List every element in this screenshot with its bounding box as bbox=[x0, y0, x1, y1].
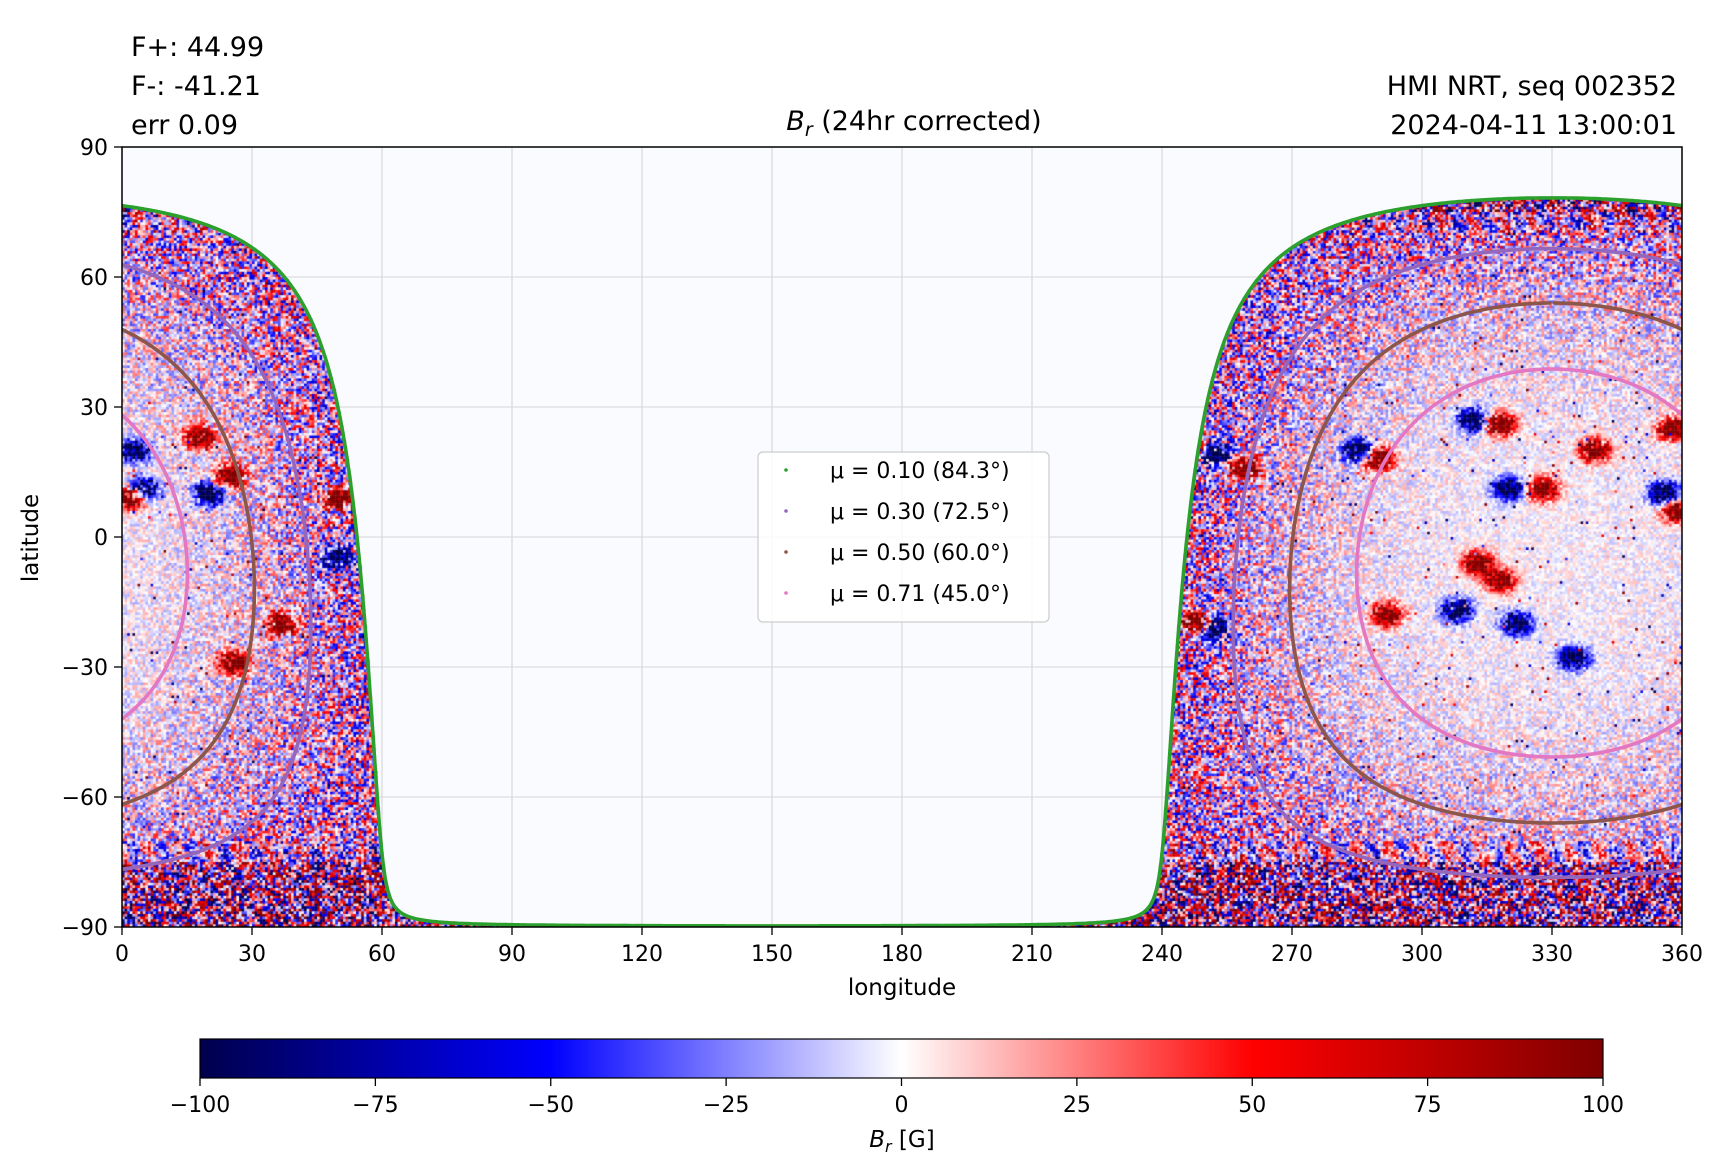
x-tick-label: 120 bbox=[621, 942, 663, 967]
legend-entry-label: μ = 0.30 (72.5°) bbox=[830, 500, 1010, 525]
y-tick-label: 0 bbox=[94, 526, 108, 551]
y-tick-label: 30 bbox=[80, 396, 108, 421]
flux-minus: F-: -41.21 bbox=[131, 71, 261, 102]
colorbar-label-unit: [G] bbox=[892, 1127, 935, 1152]
legend-marker bbox=[784, 550, 788, 554]
x-tick-label: 240 bbox=[1141, 942, 1183, 967]
y-tick-label: 90 bbox=[80, 136, 108, 161]
x-tick-label: 90 bbox=[498, 942, 526, 967]
colorbar-tick-label: −100 bbox=[170, 1093, 230, 1118]
y-tick-label: −30 bbox=[62, 656, 108, 681]
y-axis-label: latitude bbox=[18, 494, 44, 582]
x-tick-label: 300 bbox=[1401, 942, 1443, 967]
colorbar-tick-label: −50 bbox=[528, 1093, 574, 1118]
y-axis: −90 −60 −30 0 30 60 90 bbox=[62, 136, 122, 941]
colorbar-tick-label: 100 bbox=[1582, 1093, 1624, 1118]
colorbar-label: Br [G] bbox=[869, 1127, 934, 1152]
x-tick-label: 330 bbox=[1531, 942, 1573, 967]
mu-contours bbox=[122, 196, 1682, 927]
colorbar-label-symbol: B bbox=[869, 1127, 885, 1152]
x-axis-label: longitude bbox=[848, 975, 956, 1001]
title-subscript: r bbox=[805, 119, 814, 141]
mu-contour-0.10 bbox=[122, 196, 1682, 927]
title-rest: (24hr corrected) bbox=[813, 106, 1042, 137]
y-tick-label: −60 bbox=[62, 786, 108, 811]
legend: μ = 0.10 (84.3°) μ = 0.30 (72.5°) μ = 0.50… bbox=[757, 451, 1050, 623]
title-symbol: B bbox=[786, 106, 805, 137]
x-tick-label: 180 bbox=[881, 942, 923, 967]
colorbar-tick-label: 25 bbox=[1063, 1093, 1091, 1118]
x-tick-label: 30 bbox=[238, 942, 266, 967]
colorbar-gradient bbox=[199, 1038, 1604, 1079]
flux-summary: F+: 44.99 F-: -41.21 err 0.09 bbox=[131, 28, 264, 145]
chart-title: Br (24hr corrected) bbox=[786, 106, 1041, 141]
mu-contour-0.30 bbox=[122, 246, 1682, 880]
colorbar-ticks: −100 −75 −50 −25 0 25 50 75 100 bbox=[170, 1078, 1624, 1118]
colorbar-label-subscript: r bbox=[885, 1137, 893, 1152]
colorbar-tick-label: −25 bbox=[703, 1093, 749, 1118]
observation-info: HMI NRT, seq 002352 2024-04-11 13:00:01 bbox=[1387, 67, 1677, 145]
legend-marker bbox=[784, 468, 788, 472]
legend-entry-label: μ = 0.71 (45.0°) bbox=[830, 582, 1010, 607]
y-tick-label: −90 bbox=[62, 916, 108, 941]
x-tick-label: 0 bbox=[115, 942, 129, 967]
colorbar-tick-label: 75 bbox=[1414, 1093, 1442, 1118]
colorbar: −100 −75 −50 −25 0 25 50 75 100 Br [G] bbox=[170, 1038, 1624, 1152]
legend-box bbox=[757, 451, 1050, 623]
colorbar-tick-label: 50 bbox=[1238, 1093, 1266, 1118]
legend-marker bbox=[784, 509, 788, 513]
x-tick-label: 60 bbox=[368, 942, 396, 967]
x-tick-label: 360 bbox=[1661, 942, 1703, 967]
legend-entry-label: μ = 0.10 (84.3°) bbox=[830, 459, 1010, 484]
x-tick-label: 270 bbox=[1271, 942, 1313, 967]
y-tick-label: 60 bbox=[80, 266, 108, 291]
colorbar-tick-label: 0 bbox=[895, 1093, 909, 1118]
observation-timestamp: 2024-04-11 13:00:01 bbox=[1390, 110, 1677, 141]
x-tick-label: 150 bbox=[751, 942, 793, 967]
x-tick-label: 210 bbox=[1011, 942, 1053, 967]
legend-entry-label: μ = 0.50 (60.0°) bbox=[830, 541, 1010, 566]
flux-plus: F+: 44.99 bbox=[131, 32, 265, 63]
mu-contour-0.50 bbox=[122, 301, 1682, 825]
data-source: HMI NRT, seq 002352 bbox=[1386, 71, 1677, 102]
legend-marker bbox=[784, 591, 788, 595]
flux-error: err 0.09 bbox=[131, 110, 239, 141]
colorbar-tick-label: −75 bbox=[352, 1093, 398, 1118]
x-axis: 0 30 60 90 120 150 180 210 240 270 300 330 360 bbox=[115, 927, 1703, 967]
